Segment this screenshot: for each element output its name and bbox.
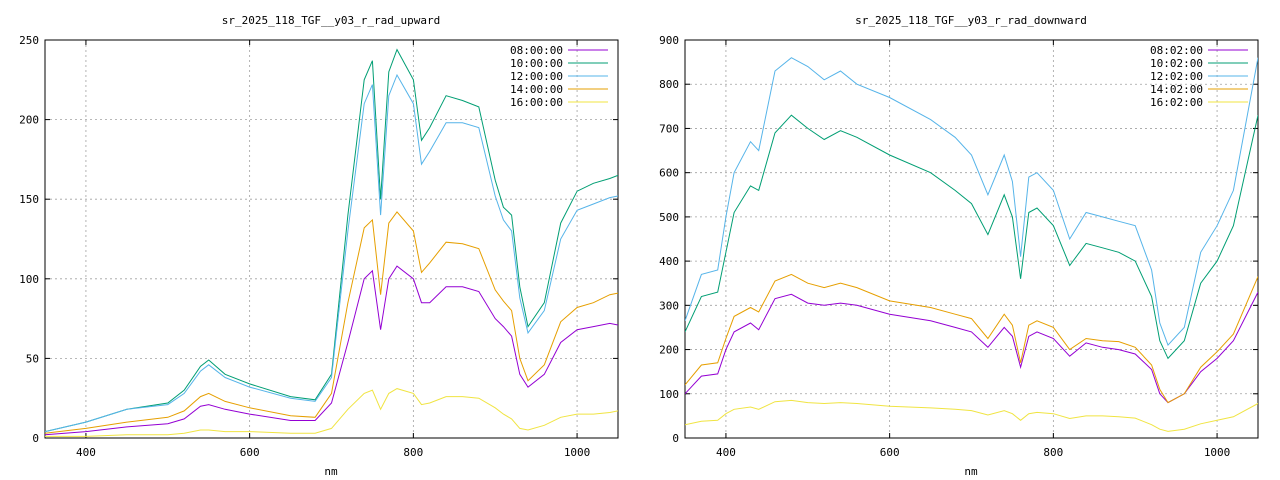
y-tick-label: 100	[19, 273, 39, 286]
legend-label: 12:02:00	[1150, 70, 1203, 83]
series-line-140000	[45, 211, 618, 434]
y-tick-label: 900	[659, 34, 679, 47]
legend-label: 12:00:00	[510, 70, 563, 83]
y-tick-label: 250	[19, 34, 39, 47]
legend-label: 14:00:00	[510, 83, 563, 96]
y-tick-label: 50	[26, 352, 39, 365]
legend-label: 14:02:00	[1150, 83, 1203, 96]
legend-label: 16:02:00	[1150, 96, 1203, 109]
y-tick-label: 300	[659, 299, 679, 312]
x-tick-label: 1000	[564, 446, 591, 459]
plot-frame	[684, 39, 1259, 439]
chart-upward: sr_2025_118_TGF__y03_r_rad_upward nm 400…	[19, 14, 619, 478]
series-line-160000	[45, 388, 618, 437]
series-group	[685, 57, 1258, 432]
series-line-080200	[685, 291, 1258, 404]
series-line-100200	[685, 114, 1258, 360]
y-tick-label: 150	[19, 193, 39, 206]
chart-title: sr_2025_118_TGF__y03_r_rad_downward	[855, 14, 1087, 27]
series-line-160200	[685, 399, 1258, 432]
chart-title: sr_2025_118_TGF__y03_r_rad_upward	[222, 14, 441, 27]
legend-label: 08:00:00	[510, 44, 563, 57]
x-tick-label: 400	[76, 446, 96, 459]
y-tick-label: 200	[659, 344, 679, 357]
y-tick-label: 100	[659, 388, 679, 401]
x-tick-label: 1000	[1204, 446, 1231, 459]
series-line-140200	[685, 273, 1258, 404]
series-group	[45, 48, 618, 437]
legend-label: 10:00:00	[510, 57, 563, 70]
y-tick-label: 200	[19, 114, 39, 127]
x-tick-label: 800	[1043, 446, 1063, 459]
legend-label: 10:02:00	[1150, 57, 1203, 70]
x-tick-label: 800	[403, 446, 423, 459]
series-line-100000	[45, 48, 618, 433]
plot-frame	[44, 39, 619, 439]
series-line-080000	[45, 265, 618, 436]
y-tick-label: 0	[32, 432, 39, 445]
y-tick-label: 500	[659, 211, 679, 224]
x-axis-label: nm	[324, 465, 338, 478]
x-tick-label: 400	[716, 446, 736, 459]
series-line-120000	[45, 73, 618, 433]
chart-downward: sr_2025_118_TGF__y03_r_rad_downward nm 4…	[659, 14, 1259, 478]
series-line-120200	[685, 57, 1258, 347]
y-tick-label: 400	[659, 255, 679, 268]
legend-label: 16:00:00	[510, 96, 563, 109]
x-tick-label: 600	[240, 446, 260, 459]
y-tick-label: 700	[659, 122, 679, 135]
x-axis-label: nm	[964, 465, 978, 478]
y-tick-label: 600	[659, 167, 679, 180]
legend-label: 08:02:00	[1150, 44, 1203, 57]
y-tick-label: 0	[672, 432, 679, 445]
x-tick-label: 600	[880, 446, 900, 459]
y-tick-label: 800	[659, 78, 679, 91]
